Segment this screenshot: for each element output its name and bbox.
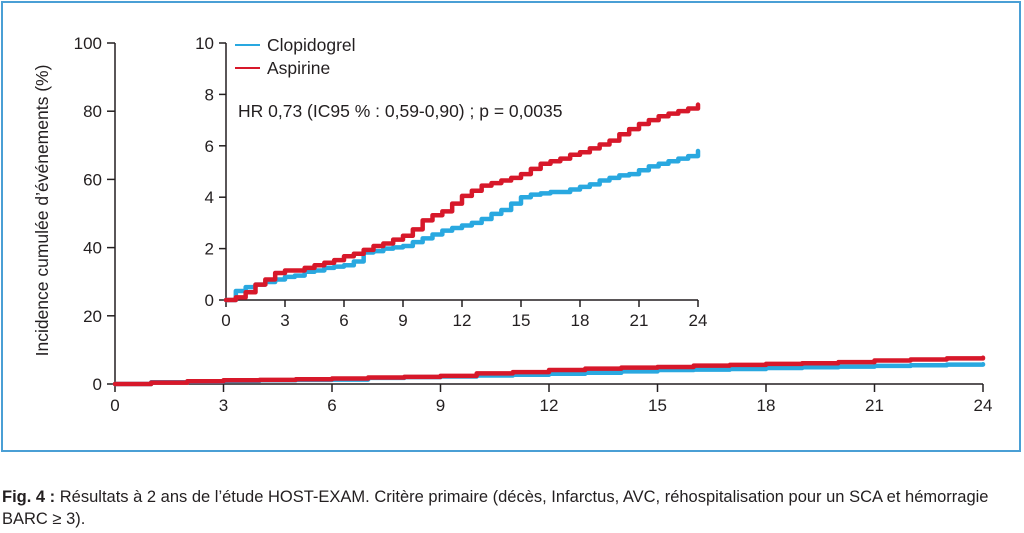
main-y-tick-label: 100 <box>74 34 102 53</box>
main-x-tick-label: 18 <box>757 396 776 415</box>
inset-x-tick-label: 24 <box>689 311 708 330</box>
main-x-tick-label: 9 <box>436 396 445 415</box>
inset-legend-label-clopidogrel: Clopidogrel <box>267 35 356 55</box>
main-y-tick-label: 60 <box>83 170 102 189</box>
inset-x-tick-label: 3 <box>280 311 289 330</box>
main-y-tick-label: 40 <box>83 239 102 258</box>
inset-y-tick-label: 6 <box>205 137 214 156</box>
inset-legend-label-aspirine: Aspirine <box>267 58 330 78</box>
inset-x-tick-label: 0 <box>221 311 230 330</box>
main-y-tick-label: 20 <box>83 307 102 326</box>
main-x-tick-label: 21 <box>865 396 884 415</box>
inset-y-tick-label: 10 <box>195 34 214 53</box>
figure-frame <box>1 1 1021 452</box>
main-x-tick-label: 15 <box>648 396 667 415</box>
caption-text: Résultats à 2 ans de l’étude HOST-EXAM. … <box>2 488 989 528</box>
inset-x-tick-label: 9 <box>398 311 407 330</box>
main-y-tick-label: 80 <box>83 102 102 121</box>
inset-x-tick-label: 18 <box>571 311 590 330</box>
caption-label: Fig. 4 : <box>2 488 56 506</box>
main-x-tick-label: 6 <box>327 396 336 415</box>
main-x-tick-label: 24 <box>974 396 993 415</box>
main-y-axis-label: Incidence cumulée d’événements (%) <box>32 65 52 357</box>
main-series-aspirine-line <box>112 355 986 387</box>
main-x-tick-label: 3 <box>219 396 228 415</box>
inset-y-tick-label: 0 <box>205 291 214 310</box>
inset-y-tick-label: 4 <box>205 188 214 207</box>
inset-x-tick-label: 6 <box>339 311 348 330</box>
inset-y-tick-label: 8 <box>205 85 214 104</box>
main-x-tick-label: 12 <box>540 396 559 415</box>
main-y-tick-label: 0 <box>93 375 102 394</box>
figure-caption: Fig. 4 : Résultats à 2 ans de l’étude HO… <box>2 486 1020 530</box>
inset-x-tick-label: 15 <box>512 311 531 330</box>
inset-x-tick-label: 21 <box>630 311 649 330</box>
inset-y-tick-label: 2 <box>205 240 214 259</box>
inset-annotation-hr: HR 0,73 (IC95 % : 0,59-0,90) ; p = 0,003… <box>238 101 562 121</box>
main-x-tick-label: 0 <box>110 396 119 415</box>
inset-series-aspirine-line <box>223 102 701 303</box>
inset-x-tick-label: 12 <box>453 311 472 330</box>
